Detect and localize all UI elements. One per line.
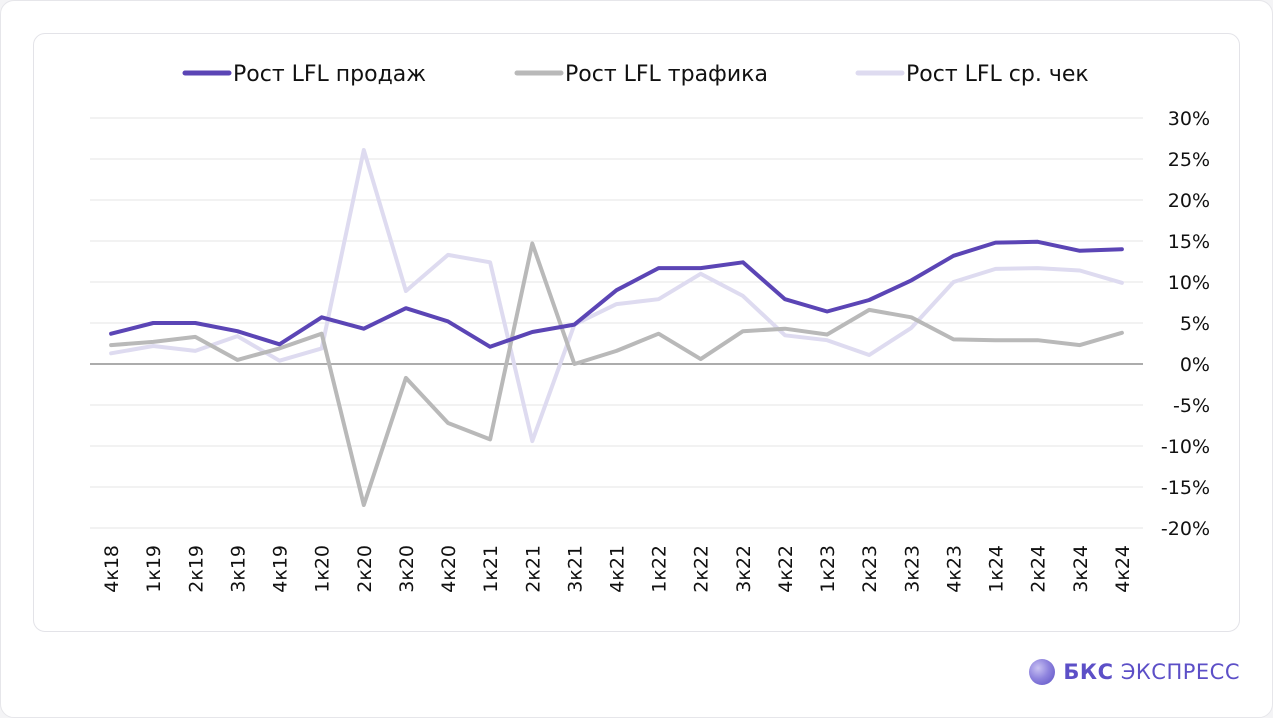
x-tick-label: 1к23 xyxy=(817,545,839,593)
y-tick-label: -20% xyxy=(1161,518,1210,540)
x-tick-label: 4к20 xyxy=(438,545,460,593)
y-tick-label: -15% xyxy=(1161,477,1210,499)
x-tick-label: 3к20 xyxy=(396,545,418,593)
x-tick-label: 1к20 xyxy=(312,545,334,593)
y-tick-label: 15% xyxy=(1168,231,1210,253)
y-tick-label: 5% xyxy=(1180,313,1210,335)
brand-logo-block: БКС ЭКСПРЕСС xyxy=(1029,654,1240,690)
x-tick-label: 4к19 xyxy=(270,545,292,593)
series-line-1 xyxy=(109,241,1124,507)
series-lines xyxy=(109,148,1124,507)
x-tick-label: 4к23 xyxy=(944,545,966,593)
legend: Рост LFL продаж Рост LFL трафика Рост LFL … xyxy=(182,62,1089,87)
grid-lines xyxy=(90,117,1143,529)
x-tick-label: 1к22 xyxy=(649,545,671,593)
x-tick-label: 2к19 xyxy=(185,545,207,593)
x-tick-label: 2к23 xyxy=(859,545,881,593)
x-tick-label: 1к21 xyxy=(480,545,502,593)
y-tick-label: -10% xyxy=(1161,436,1210,458)
x-tick-label: 2к24 xyxy=(1028,545,1050,593)
brand-name: БКС ЭКСПРЕСС xyxy=(1063,660,1240,684)
series-line-2 xyxy=(109,148,1124,444)
y-axis-ticks: 30% 25% 20% 15% 10% 5% 0% -5% -10% -15% -20% xyxy=(1161,108,1210,540)
legend-label: Рост LFL ср. чек xyxy=(906,62,1089,87)
series-line-0 xyxy=(109,239,1124,349)
y-tick-label: 25% xyxy=(1168,149,1210,171)
y-tick-label: 30% xyxy=(1168,108,1210,130)
y-tick-label: 20% xyxy=(1168,190,1210,212)
x-axis-ticks: 4к18 1к19 2к19 3к19 4к19 1к20 2к20 3к20 4к20 1к21… xyxy=(101,545,1134,593)
x-tick-label: 2к20 xyxy=(354,545,376,593)
x-tick-label: 4к21 xyxy=(607,545,629,593)
x-tick-label: 2к22 xyxy=(691,545,713,593)
x-tick-label: 1к19 xyxy=(143,545,165,593)
x-tick-label: 4к18 xyxy=(101,545,123,593)
x-tick-label: 3к22 xyxy=(733,545,755,593)
legend-label: Рост LFL продаж xyxy=(233,62,426,87)
x-tick-label: 4к24 xyxy=(1112,545,1134,593)
bks-logo-icon xyxy=(1029,659,1056,685)
x-tick-label: 3к21 xyxy=(564,545,586,593)
x-tick-label: 1к24 xyxy=(986,545,1008,593)
brand-name-regular: ЭКСПРЕСС xyxy=(1120,660,1240,684)
y-tick-label: 10% xyxy=(1168,272,1210,294)
brand-name-bold: БКС xyxy=(1063,660,1114,684)
y-tick-label: 0% xyxy=(1180,354,1210,376)
y-tick-label: -5% xyxy=(1173,395,1210,417)
x-tick-label: 3к19 xyxy=(227,545,249,593)
x-tick-label: 2к21 xyxy=(522,545,544,593)
x-tick-label: 3к24 xyxy=(1070,545,1092,593)
x-tick-label: 4к22 xyxy=(775,545,797,593)
legend-label: Рост LFL трафика xyxy=(565,62,768,87)
x-tick-label: 3к23 xyxy=(901,545,923,593)
